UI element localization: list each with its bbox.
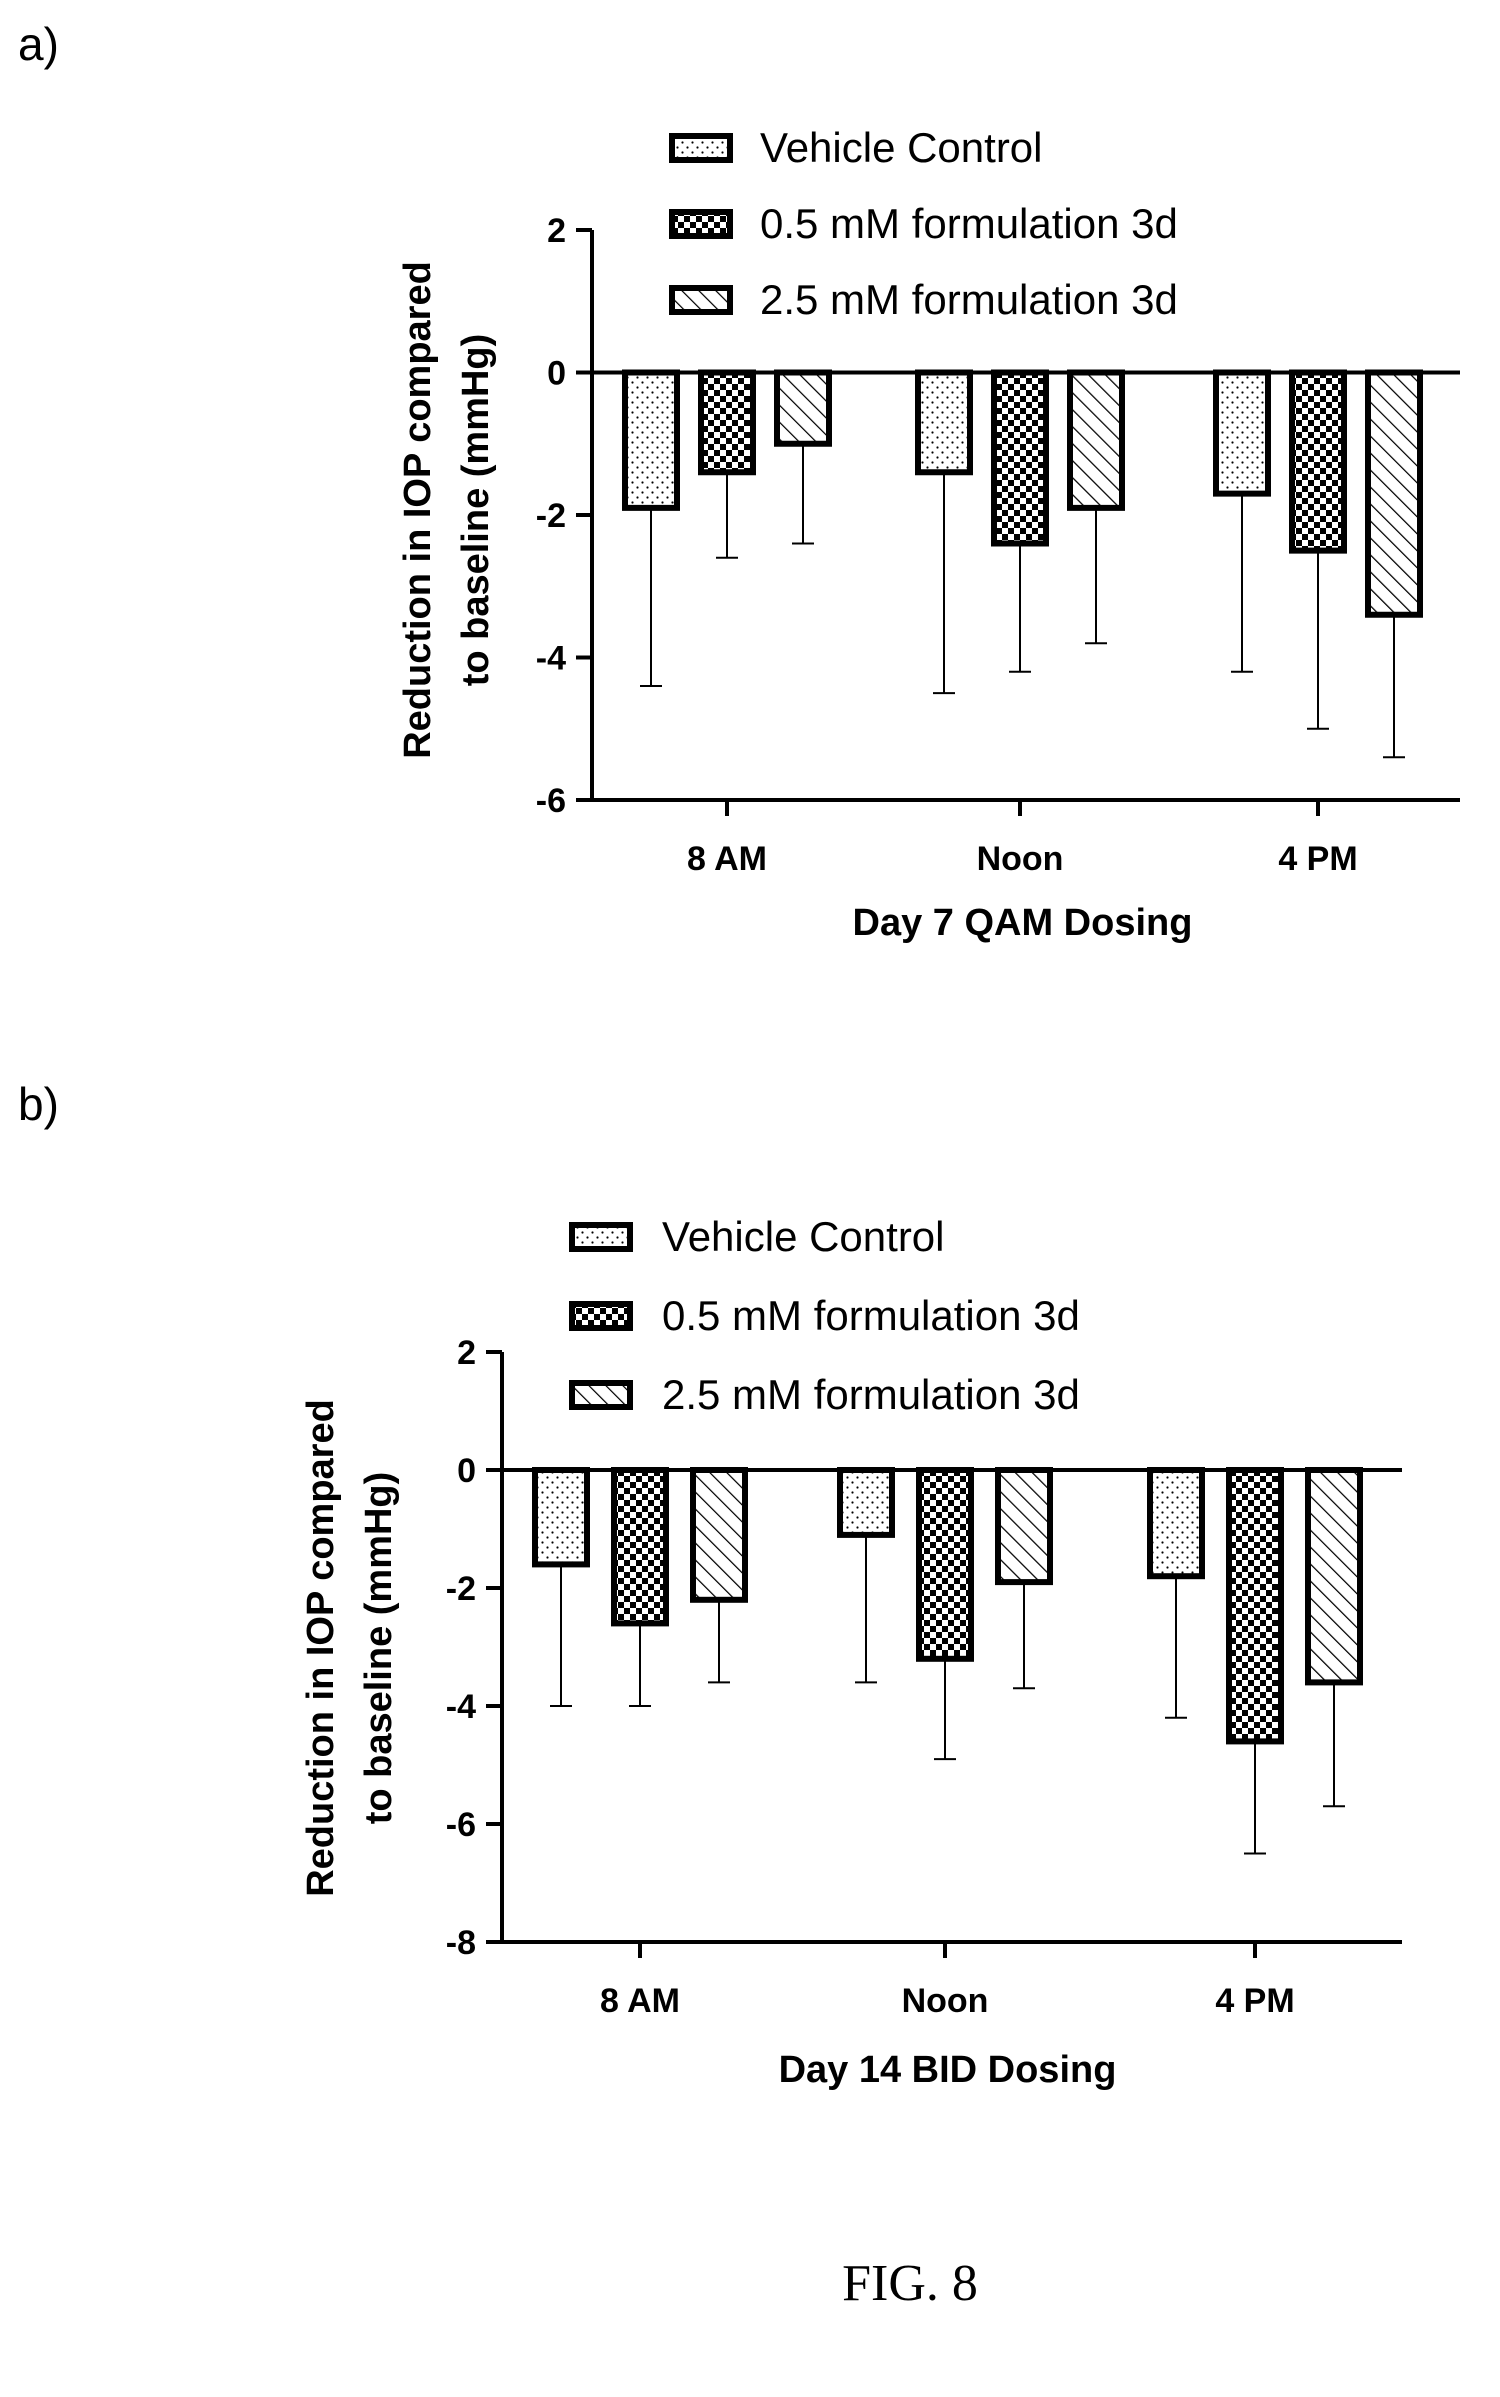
- bar: [622, 369, 680, 511]
- legend-label: 2.5 mM formulation 3d: [662, 1371, 1080, 1418]
- bar: [1365, 369, 1423, 618]
- bar: [1305, 1467, 1363, 1686]
- bar: [698, 369, 756, 476]
- bar: [915, 369, 973, 476]
- x-tick-label: 8 AM: [600, 1982, 680, 2020]
- panel-label: b): [18, 1078, 59, 1130]
- y-axis-title-line-1: Reduction in IOP compared: [397, 261, 439, 759]
- y-tick-label: -2: [536, 497, 566, 535]
- chart-panel-a: a) Vehicle Control 0.5 mM formulation 3d 2.…: [18, 18, 1460, 944]
- bar: [611, 1467, 669, 1627]
- bar: [916, 1467, 974, 1662]
- y-tick-label: -2: [446, 1570, 476, 1608]
- legend-swatch: [669, 285, 733, 315]
- panel-label: a): [18, 18, 59, 70]
- y-tick-label: 0: [457, 1452, 476, 1490]
- y-tick-label: -4: [446, 1688, 476, 1726]
- bar: [532, 1467, 590, 1568]
- x-tick-label: 8 AM: [687, 840, 767, 878]
- y-axis-title-line-2: to baseline (mmHg): [455, 334, 497, 687]
- y-tick-label: 2: [547, 212, 566, 250]
- legend-swatch: [569, 1380, 633, 1410]
- x-tick-label: Noon: [902, 1982, 989, 2020]
- chart-panel-b: b) Vehicle Control 0.5 mM formulation 3d 2.…: [18, 1078, 1402, 2091]
- bar: [1147, 1467, 1205, 1580]
- y-tick-label: -8: [446, 1924, 476, 1962]
- y-tick-label: -4: [536, 640, 566, 678]
- y-tick-label: -6: [446, 1806, 476, 1844]
- y-axis-title-line-1: Reduction in IOP compared: [300, 1399, 342, 1897]
- bar: [837, 1467, 895, 1538]
- legend-label: Vehicle Control: [760, 124, 1043, 171]
- bar: [1213, 369, 1271, 497]
- x-axis-title: Day 14 BID Dosing: [779, 2049, 1117, 2091]
- bar: [1289, 369, 1347, 554]
- y-tick-label: 2: [457, 1334, 476, 1372]
- bar: [1226, 1467, 1284, 1745]
- bar: [774, 369, 832, 447]
- x-axis-title: Day 7 QAM Dosing: [853, 902, 1193, 944]
- figure-caption: FIG. 8: [842, 2255, 978, 2312]
- bar: [690, 1467, 748, 1603]
- bar: [995, 1467, 1053, 1586]
- legend-swatch: [669, 209, 733, 239]
- legend-label: Vehicle Control: [662, 1213, 945, 1260]
- bar: [991, 369, 1049, 547]
- y-tick-label: -6: [536, 782, 566, 820]
- x-tick-label: Noon: [977, 840, 1064, 878]
- legend-swatch: [569, 1301, 633, 1331]
- x-tick-label: 4 PM: [1215, 1982, 1294, 2020]
- legend-label: 2.5 mM formulation 3d: [760, 276, 1178, 323]
- y-tick-label: 0: [547, 355, 566, 393]
- y-axis-title-line-2: to baseline (mmHg): [358, 1472, 400, 1825]
- legend-swatch: [569, 1222, 633, 1252]
- legend-label: 0.5 mM formulation 3d: [662, 1292, 1080, 1339]
- legend-swatch: [669, 133, 733, 163]
- bar: [1067, 369, 1125, 511]
- x-tick-label: 4 PM: [1278, 840, 1357, 878]
- legend-label: 0.5 mM formulation 3d: [760, 200, 1178, 247]
